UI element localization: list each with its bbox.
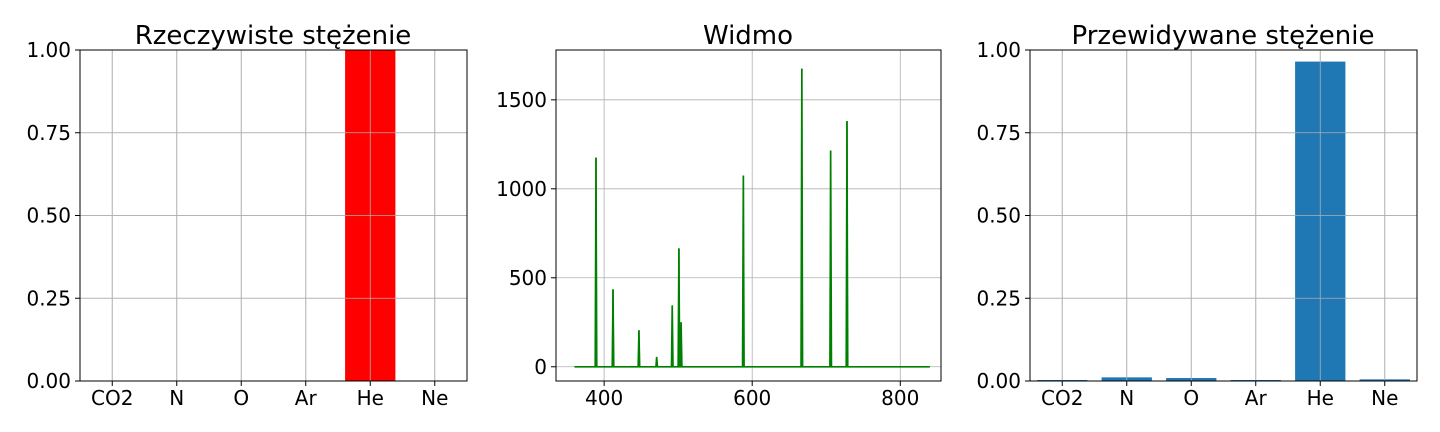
y-tick-label: 0	[534, 355, 547, 379]
x-tick-label: He	[357, 386, 384, 410]
y-tick-label: 0.00	[26, 369, 71, 393]
x-tick-label: Ne	[421, 386, 448, 410]
x-tick-label: He	[1307, 386, 1334, 410]
spectrum-chart: Widmo 0 500 1000 1500 400 600 800	[496, 21, 942, 410]
x-tick-label: 800	[881, 386, 919, 410]
grid-overlay	[80, 49, 467, 382]
y-tick-label: 0.25	[26, 286, 71, 310]
chart-title: Przewidywane stężenie	[1072, 21, 1375, 51]
y-tick-label: 1.00	[26, 38, 71, 62]
y-tick-label: 1.00	[976, 38, 1021, 62]
x-tick-label: Ar	[1245, 386, 1268, 410]
chart-title: Rzeczywiste stężenie	[135, 21, 412, 51]
x-tick-label: Ne	[1371, 386, 1398, 410]
x-tick-label: 400	[585, 386, 623, 410]
y-tick-label: 0.50	[976, 204, 1021, 228]
x-tick-label: CO2	[91, 386, 133, 410]
x-tick-label: N	[169, 386, 184, 410]
y-tick-label: 500	[509, 266, 547, 290]
x-tick-label: CO2	[1041, 386, 1083, 410]
y-tick-label: 0.75	[26, 121, 71, 145]
x-tick-label: O	[233, 386, 249, 410]
y-tick-label: 0.50	[26, 204, 71, 228]
x-tick-label: O	[1183, 386, 1199, 410]
x-tick-label: N	[1119, 386, 1134, 410]
y-tick-label: 0.25	[976, 286, 1021, 310]
y-tick-label: 0.00	[976, 369, 1021, 393]
x-tick-label: 600	[733, 386, 771, 410]
y-tick-label: 0.75	[976, 121, 1021, 145]
chart-title: Widmo	[703, 21, 793, 51]
y-tick-label: 1500	[496, 88, 547, 112]
x-tick-label: Ar	[295, 386, 318, 410]
actual-concentration-chart: Rzeczywiste stężenie 0.00 0.25 0.50 0.75 1.0…	[26, 21, 468, 410]
plot-frame	[555, 49, 942, 382]
y-tick-label: 1000	[496, 177, 547, 201]
predicted-concentration-chart: Przewidywane stężenie 0.00 0.25 0.50 0.75 1.…	[976, 21, 1418, 410]
grid-overlay	[1030, 49, 1417, 382]
